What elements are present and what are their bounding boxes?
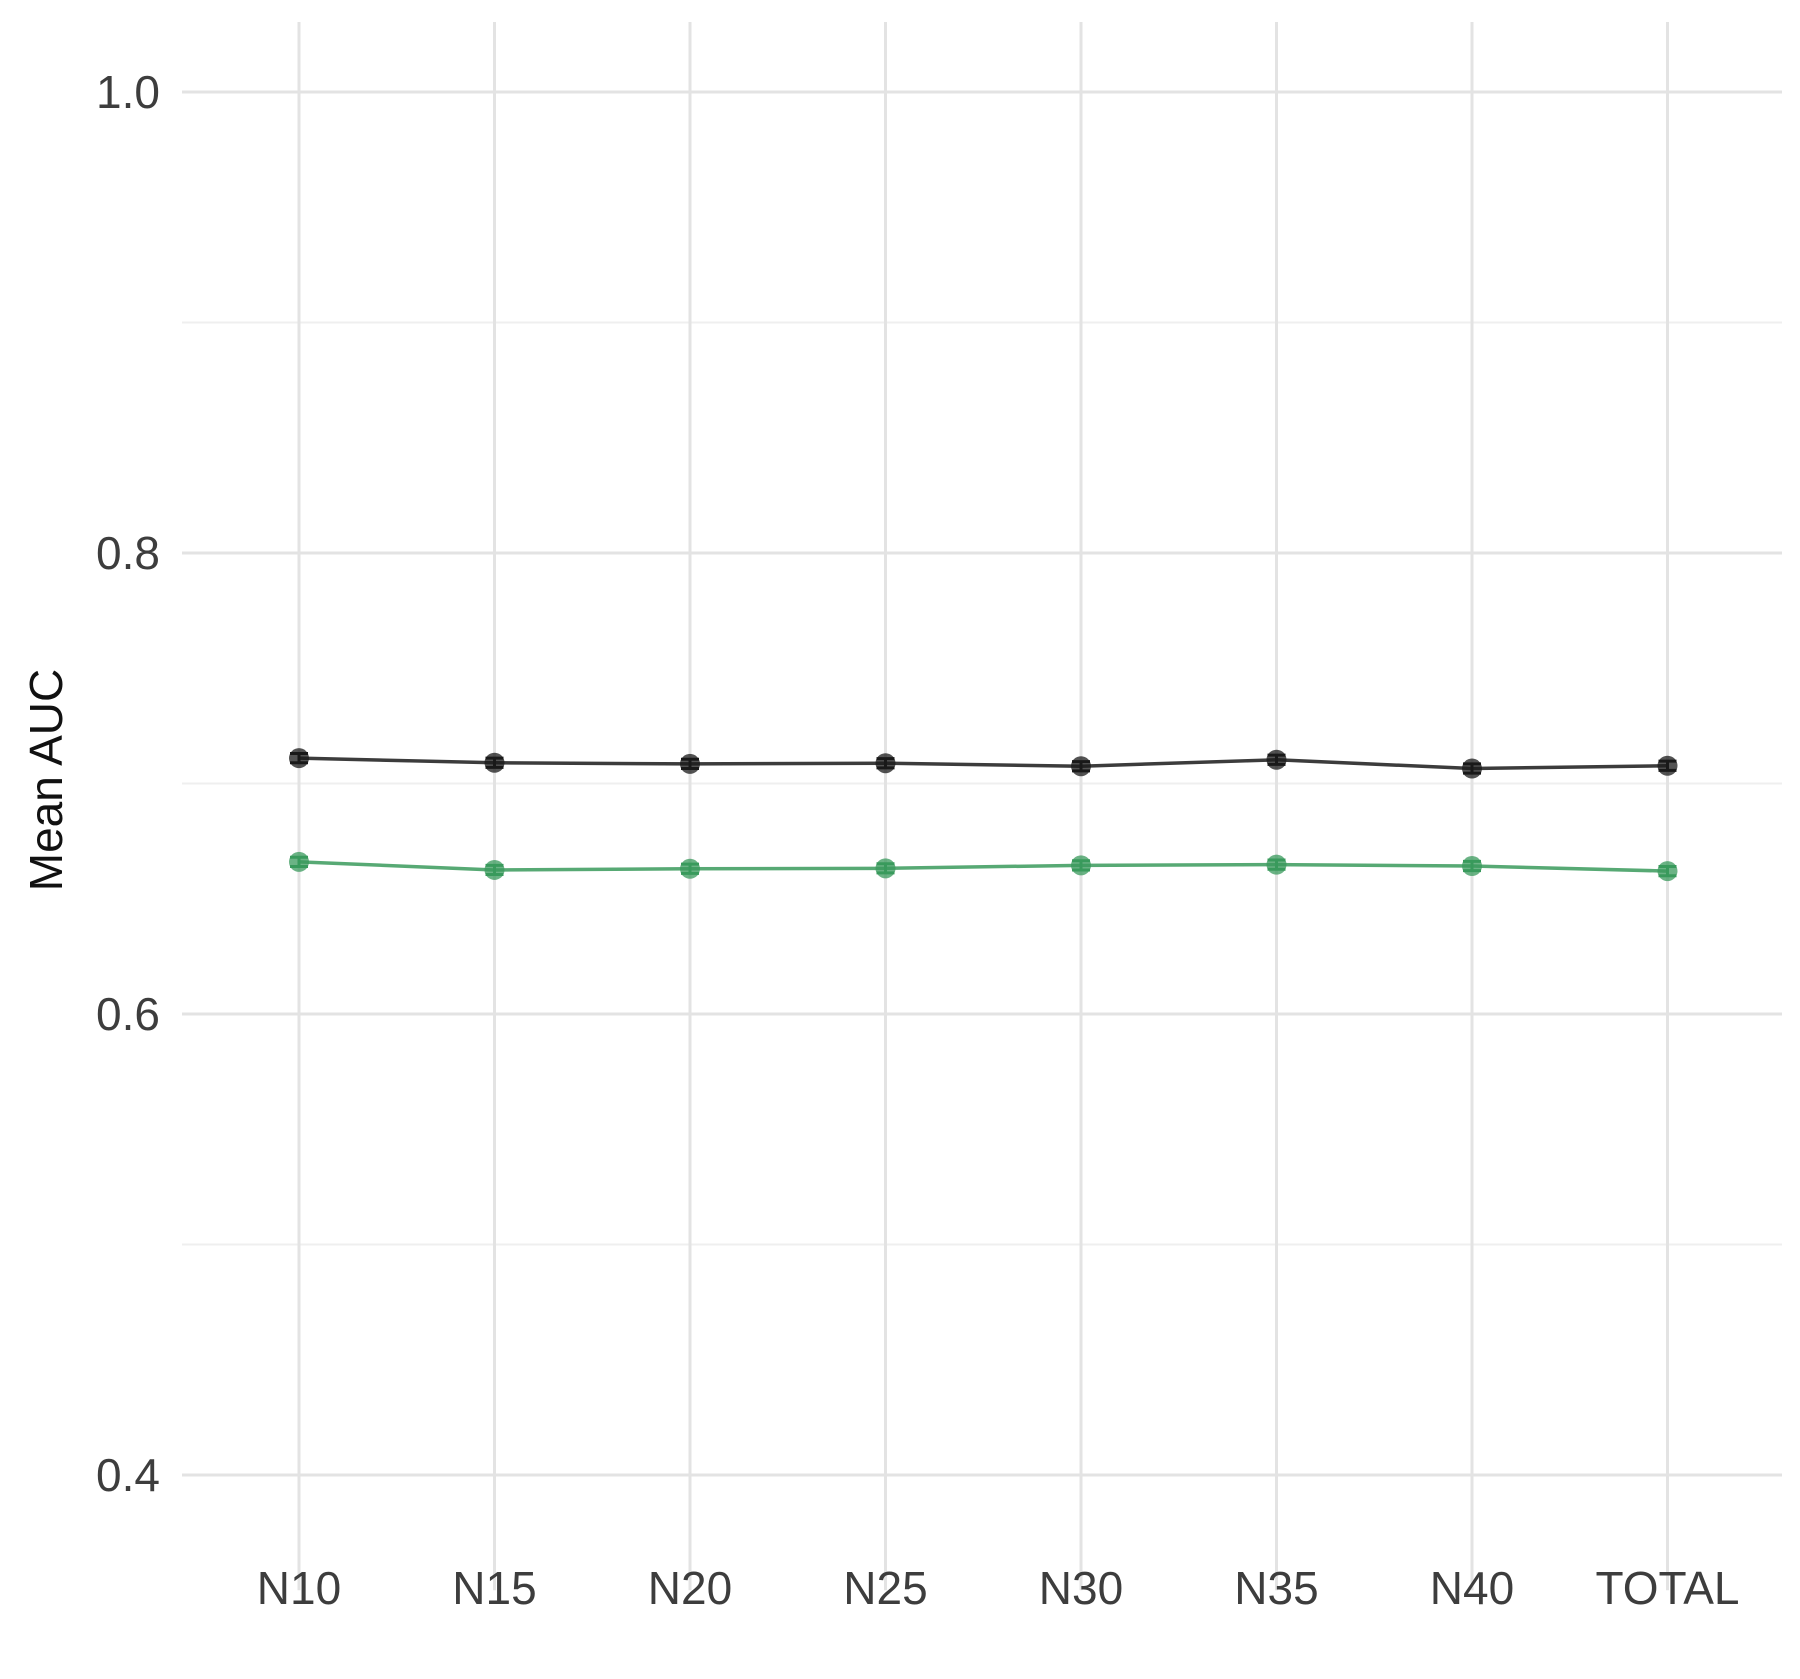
data-point — [680, 858, 700, 879]
x-tick-label: N10 — [257, 1562, 341, 1614]
data-point — [875, 858, 896, 879]
x-tick-label: N20 — [648, 1562, 732, 1614]
data-point — [1071, 855, 1091, 876]
series-line — [298, 860, 1668, 873]
data-point — [1266, 854, 1287, 875]
data-point — [1071, 756, 1091, 777]
data-point — [1462, 758, 1482, 779]
series-layer — [289, 748, 1678, 882]
minor-gridlines — [182, 321, 1782, 1246]
series-2 — [289, 851, 1678, 882]
data-point — [484, 752, 505, 773]
x-axis-tick-labels: N10 N15 N20 N25 N30 N35 N40 TOTAL — [257, 1562, 1740, 1614]
data-point — [875, 753, 896, 774]
x-tick-label: N15 — [452, 1562, 536, 1614]
y-tick-label: 1.0 — [96, 66, 160, 118]
y-axis-tick-labels: 0.4 0.6 0.8 1.0 — [96, 66, 160, 1501]
major-gridlines — [182, 22, 1782, 1591]
x-tick-label: N35 — [1234, 1562, 1318, 1614]
data-point — [289, 851, 309, 872]
data-point — [1657, 861, 1678, 882]
x-tick-label: N40 — [1430, 1562, 1514, 1614]
data-point — [1657, 755, 1678, 776]
data-point — [680, 753, 700, 774]
data-point — [1266, 749, 1287, 770]
x-tick-label: N30 — [1039, 1562, 1123, 1614]
x-tick-label: N25 — [843, 1562, 927, 1614]
y-tick-label: 0.6 — [96, 988, 160, 1040]
y-tick-label: 0.4 — [96, 1449, 160, 1501]
data-point — [289, 748, 309, 769]
series-line — [298, 756, 1668, 771]
y-tick-label: 0.8 — [96, 527, 160, 579]
data-point — [1462, 856, 1482, 877]
y-axis-title: Mean AUC — [20, 669, 72, 891]
series-1 — [289, 748, 1678, 779]
data-point — [484, 859, 505, 880]
x-tick-label: TOTAL — [1596, 1562, 1740, 1614]
